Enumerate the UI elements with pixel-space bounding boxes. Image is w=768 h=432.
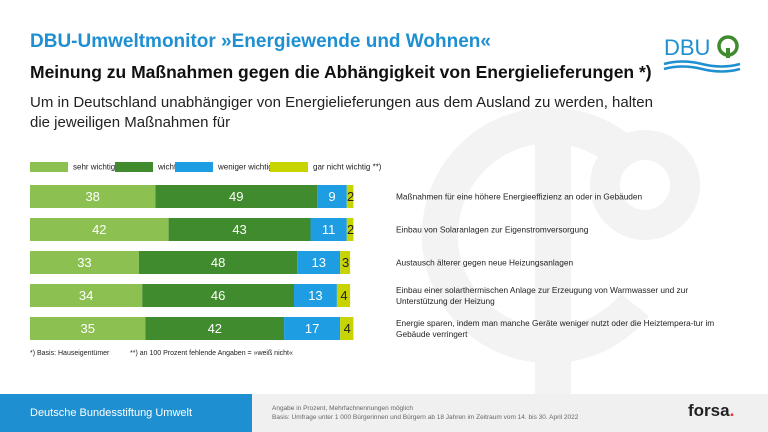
legend-label: sehr wichtig bbox=[73, 162, 116, 172]
bar-segment-gar-nicht-wichtig bbox=[346, 185, 354, 208]
legend-swatch bbox=[115, 162, 153, 172]
data-label: 13 bbox=[312, 255, 326, 270]
footnote-missing: **) an 100 Prozent fehlende Angaben = »w… bbox=[130, 350, 293, 357]
dbu-logo-text: DBU bbox=[664, 35, 710, 60]
bar-segment-gar-nicht-wichtig bbox=[336, 284, 351, 307]
legend-label: weniger wichtig bbox=[218, 162, 273, 172]
data-label: 42 bbox=[92, 222, 106, 237]
legend-item-wichtig: wichtig bbox=[115, 162, 182, 172]
footer-source: Angabe in Prozent, Mehrfachnennungen mög… bbox=[272, 404, 578, 422]
data-label: 46 bbox=[211, 288, 225, 303]
bar-segment-sehr-wichtig bbox=[30, 218, 169, 241]
bar-segment-gar-nicht-wichtig bbox=[340, 317, 354, 340]
data-label: 4 bbox=[340, 288, 347, 303]
data-label: 2 bbox=[347, 189, 354, 204]
data-label: 4 bbox=[344, 321, 351, 336]
bar-segment-sehr-wichtig bbox=[30, 251, 139, 274]
bar-segment-wichtig bbox=[168, 218, 311, 241]
bar-segment-gar-nicht-wichtig bbox=[340, 251, 351, 274]
bar-segment-weniger-wichtig bbox=[297, 251, 341, 274]
footer-source-line-1: Angabe in Prozent, Mehrfachnennungen mög… bbox=[272, 405, 413, 412]
bar-segment-sehr-wichtig bbox=[30, 185, 156, 208]
bar-segment-gar-nicht-wichtig bbox=[346, 218, 354, 241]
legend-swatch bbox=[270, 162, 308, 172]
legend-label: wichtig bbox=[158, 162, 183, 172]
bar-segment-weniger-wichtig bbox=[294, 284, 337, 307]
category-label: Maßnahmen für eine höhere Energieeffizie… bbox=[396, 192, 643, 202]
footer: Deutsche Bundesstiftung Umwelt Angabe in… bbox=[0, 394, 768, 432]
category-label: Einbau einer solarthermischen Anlage zur… bbox=[396, 285, 688, 306]
bar-segment-wichtig bbox=[138, 251, 298, 274]
category-label: Austausch älterer gegen neue Heizungsanl… bbox=[396, 258, 574, 268]
data-label: 48 bbox=[211, 255, 225, 270]
data-label: 34 bbox=[79, 288, 93, 303]
bar-segment-weniger-wichtig bbox=[284, 317, 341, 340]
legend-item-gar-nicht-wichtig: gar nicht wichtig **) bbox=[270, 162, 381, 172]
page-title: DBU-Umweltmonitor »Energiewende und Wohn… bbox=[30, 31, 491, 52]
tree-icon bbox=[717, 35, 739, 58]
data-label: 49 bbox=[229, 189, 243, 204]
data-label: 9 bbox=[328, 189, 335, 204]
bar-segment-weniger-wichtig bbox=[310, 218, 347, 241]
data-label: 42 bbox=[208, 321, 222, 336]
footer-source-line-2: Basis: Umfrage unter 1 000 Bürgerinnen u… bbox=[272, 414, 579, 421]
data-label: 13 bbox=[308, 288, 322, 303]
category-label: Einbau von Solaranlagen zur Eigenstromve… bbox=[396, 225, 589, 235]
forsa-dot: . bbox=[729, 401, 735, 420]
bar-segment-weniger-wichtig bbox=[317, 185, 347, 208]
category-label: Energie sparen, indem man manche Geräte … bbox=[396, 318, 714, 339]
bar-segment-wichtig bbox=[155, 185, 318, 208]
data-label: 11 bbox=[322, 222, 336, 237]
footer-organization: Deutsche Bundesstiftung Umwelt bbox=[0, 394, 252, 432]
legend-item-sehr-wichtig: sehr wichtig bbox=[30, 162, 115, 172]
dbu-logo: DBU bbox=[663, 35, 741, 73]
bar-segment-wichtig bbox=[145, 317, 285, 340]
data-label: 2 bbox=[347, 222, 354, 237]
legend-swatch bbox=[30, 162, 68, 172]
forsa-text: forsa bbox=[688, 401, 730, 420]
data-label: 38 bbox=[85, 189, 99, 204]
bar-segment-wichtig bbox=[142, 284, 294, 307]
data-label: 43 bbox=[232, 222, 246, 237]
legend-label: gar nicht wichtig **) bbox=[313, 162, 382, 172]
data-label: 33 bbox=[77, 255, 91, 270]
data-label: 17 bbox=[305, 321, 319, 336]
legend-item-weniger-wichtig: weniger wichtig bbox=[175, 162, 273, 172]
watermark-graphic bbox=[421, 107, 700, 395]
data-label: 3 bbox=[342, 255, 349, 270]
survey-question: Um in Deutschland unabhängiger von Energ… bbox=[30, 94, 653, 131]
data-label: 35 bbox=[81, 321, 95, 336]
legend-swatch bbox=[175, 162, 213, 172]
bar-segment-sehr-wichtig bbox=[30, 284, 143, 307]
page-subtitle: Meinung zu Maßnahmen gegen die Abhängigk… bbox=[30, 62, 652, 82]
footnote-basis: *) Basis: Hauseigentümer bbox=[30, 350, 110, 357]
forsa-logo: forsa. bbox=[688, 401, 734, 421]
bar-segment-sehr-wichtig bbox=[30, 317, 146, 340]
